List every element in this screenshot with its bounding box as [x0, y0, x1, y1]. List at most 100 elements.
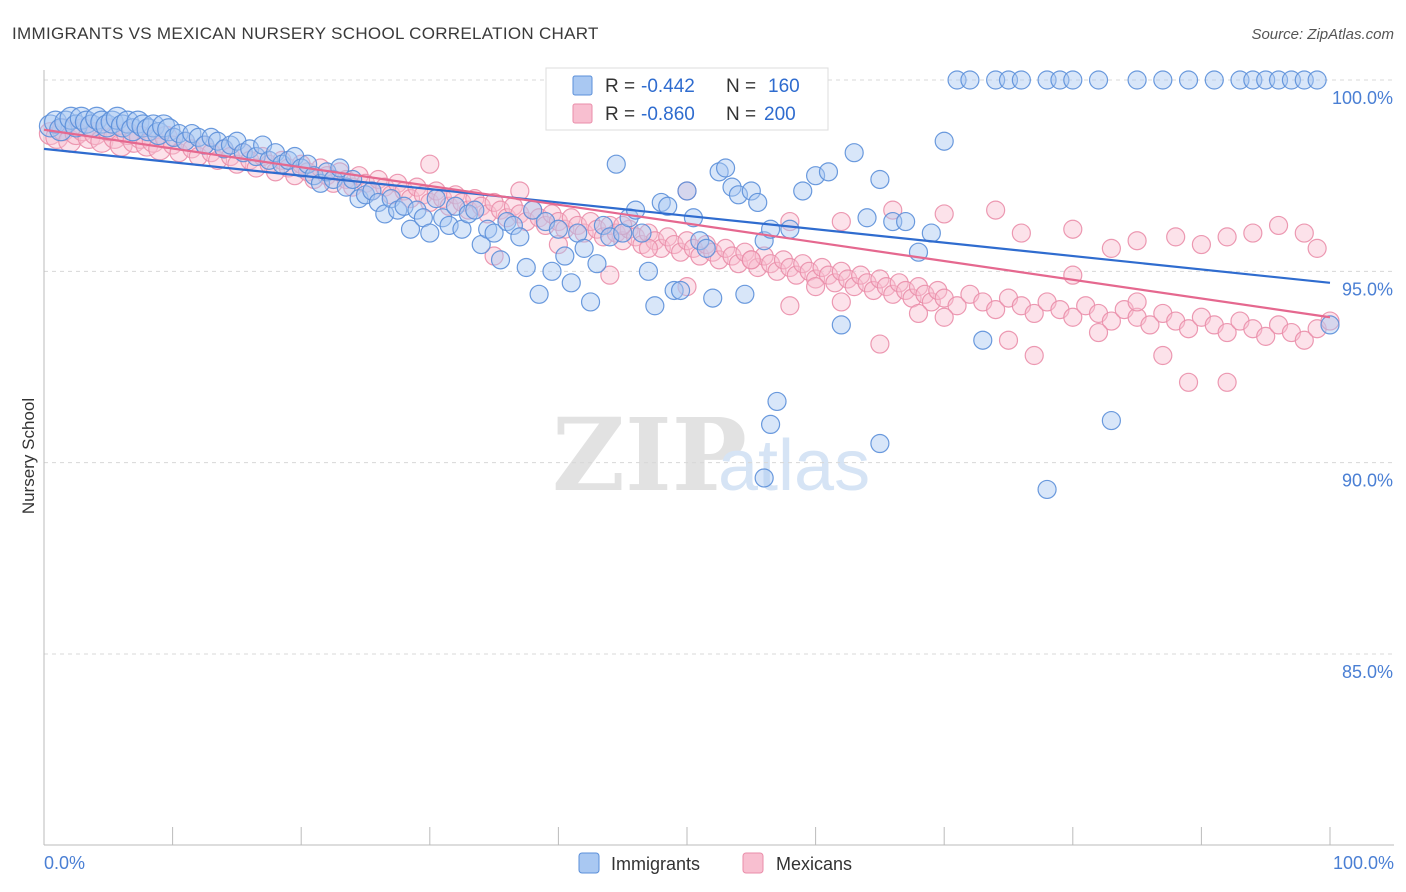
mexicans-point: [1217, 372, 1237, 392]
mexicans-point: [658, 227, 678, 247]
legend-n-value-immigrants: 160: [768, 76, 800, 97]
immigrants-point: [1307, 70, 1327, 90]
mexicans-point: [928, 280, 948, 301]
immigrants-point: [600, 227, 620, 247]
immigrants-point: [240, 139, 260, 159]
mexicans-point: [638, 223, 659, 243]
mexicans-point: [786, 265, 806, 285]
immigrants-point: [735, 284, 755, 304]
immigrants-point: [1011, 70, 1031, 90]
trend-line-immigrants: [43, 147, 1331, 284]
immigrants-point: [805, 166, 826, 186]
top-legend: R = -0.442 N = 160 R = -0.860 N = 200: [545, 67, 829, 131]
bottom-legend-label-immigrants: Immigrants: [611, 854, 700, 874]
bottom-legend-swatch-mexicans: [742, 852, 764, 874]
mexicans-point: [760, 254, 781, 274]
immigrants-point: [510, 227, 530, 247]
immigrants-point: [400, 219, 421, 239]
mexicans-point: [857, 273, 877, 293]
mexicans-point: [767, 261, 787, 281]
mexicans-point: [664, 234, 684, 255]
immigrants-point: [555, 246, 575, 266]
x-tick-label-max: 100.0%: [1333, 853, 1394, 873]
immigrants-point: [465, 200, 485, 220]
mexicans-point: [876, 277, 896, 297]
mexicans-point: [831, 261, 851, 281]
immigrants-point: [818, 162, 839, 182]
immigrants-point: [934, 131, 954, 151]
immigrants-point: [741, 181, 761, 201]
immigrants-point: [407, 200, 427, 220]
mexicans-point: [1307, 238, 1327, 258]
mexicans-point: [1127, 292, 1147, 312]
immigrants-point: [439, 215, 459, 236]
immigrants-point: [529, 284, 549, 304]
immigrants-point: [658, 196, 678, 216]
immigrants-point: [164, 127, 184, 147]
series-mexicans-points: [38, 118, 1340, 392]
mexicans-point: [1243, 223, 1263, 243]
immigrants-point: [548, 219, 569, 239]
immigrants-point: [767, 391, 787, 412]
immigrants-point: [748, 192, 768, 213]
immigrants-point: [670, 280, 691, 301]
mexicans-point: [773, 250, 794, 270]
immigrants-point: [973, 330, 993, 350]
immigrants-point: [490, 250, 511, 270]
mexicans-point: [780, 257, 800, 278]
immigrants-point: [426, 189, 446, 209]
y-axis-tick-labels: 100.0% 95.0% 90.0% 85.0%: [1332, 88, 1393, 682]
immigrants-point: [516, 257, 536, 278]
immigrants-point: [1178, 70, 1199, 90]
mexicans-point: [1294, 330, 1314, 350]
immigrants-point: [394, 196, 414, 216]
immigrants-point: [638, 261, 659, 281]
immigrants-point: [728, 185, 749, 205]
mexicans-point: [838, 269, 858, 289]
legend-swatch-mexicans: [572, 103, 593, 124]
immigrants-point: [722, 177, 742, 197]
immigrants-point: [831, 315, 851, 335]
mexicans-point: [574, 223, 594, 243]
mexicans-point: [1178, 372, 1199, 392]
mexicans-point: [754, 246, 774, 266]
mexicans-point: [690, 246, 710, 266]
y-tick-label: 100.0%: [1332, 88, 1393, 108]
mexicans-point: [420, 154, 440, 174]
immigrants-point: [715, 158, 736, 178]
mexicans-point: [1024, 345, 1044, 366]
immigrants-point: [420, 223, 440, 243]
mexicans-point: [182, 139, 202, 159]
mexicans-point: [1256, 326, 1276, 346]
immigrants-point: [587, 254, 607, 274]
legend-r-value-immigrants: -0.442: [641, 76, 695, 97]
mexicans-point: [1166, 227, 1186, 247]
mexicans-point: [831, 211, 851, 232]
watermark-atlas: atlas: [718, 426, 870, 506]
immigrants-point: [696, 238, 716, 258]
immigrants-point: [857, 208, 877, 228]
mexicans-point: [548, 234, 569, 255]
legend-r-value-mexicans: -0.860: [641, 104, 695, 125]
mexicans-point: [870, 269, 890, 289]
mexicans-point: [1268, 215, 1289, 236]
mexicans-point: [490, 200, 511, 220]
mexicans-point: [986, 200, 1006, 220]
mexicans-point: [921, 292, 941, 312]
y-tick-label: 90.0%: [1342, 471, 1393, 491]
trend-line-mexicans: [43, 128, 1331, 319]
mexicans-point: [805, 269, 826, 289]
mexicans-point: [934, 204, 954, 224]
mexicans-point: [1294, 223, 1314, 243]
series-immigrants-points: [38, 70, 1340, 500]
immigrants-point: [677, 181, 697, 201]
immigrants-point: [484, 223, 504, 243]
mexicans-point: [825, 273, 845, 293]
immigrants-point: [664, 280, 684, 301]
mexicans-point: [722, 246, 742, 266]
immigrants-point: [542, 261, 562, 281]
mexicans-point: [1140, 315, 1160, 335]
immigrants-point: [870, 433, 890, 454]
mexicans-point: [896, 280, 916, 301]
mexicans-point: [728, 254, 749, 274]
